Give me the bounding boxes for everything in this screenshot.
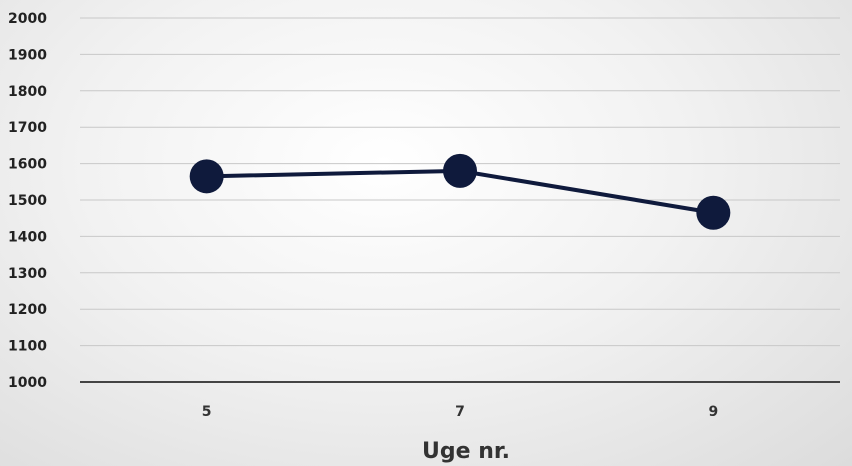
y-tick-label: 1000: [8, 375, 47, 391]
y-tick-label: 1200: [8, 302, 47, 318]
y-tick-label: 1800: [8, 84, 47, 100]
y-tick-label: 1400: [8, 229, 47, 245]
data-point: [443, 153, 477, 188]
data-point: [189, 159, 224, 194]
y-axis-ticks: 1000 1100 1200 1300 1400 1500 1600 1700 1800 1900…: [8, 11, 47, 391]
y-tick-label: 1100: [8, 339, 47, 355]
x-tick-label: 9: [708, 404, 718, 420]
x-tick-label: 5: [202, 404, 212, 420]
y-tick-label: 1700: [8, 120, 47, 136]
x-tick-label: 7: [455, 404, 465, 420]
x-axis-label: Uge nr.: [422, 439, 510, 464]
data-point: [696, 195, 731, 230]
y-tick-label: 1500: [8, 193, 47, 209]
y-tick-label: 1300: [8, 266, 47, 282]
y-tick-label: 1900: [8, 47, 47, 63]
y-tick-label: 2000: [8, 11, 47, 27]
y-tick-label: 1600: [8, 157, 47, 173]
x-axis-ticks: 5 7 9: [202, 404, 718, 420]
series: [189, 153, 731, 230]
